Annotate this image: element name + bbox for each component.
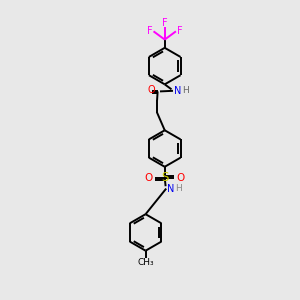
Text: F: F [177, 26, 183, 36]
Text: N: N [174, 86, 182, 96]
Text: F: F [147, 26, 152, 36]
Text: N: N [167, 184, 175, 194]
Text: H: H [175, 184, 182, 193]
Text: H: H [182, 86, 189, 95]
Text: O: O [144, 173, 153, 183]
Text: CH₃: CH₃ [137, 258, 154, 267]
Text: O: O [147, 85, 155, 95]
Text: O: O [177, 173, 185, 183]
Text: S: S [161, 172, 168, 184]
Text: F: F [162, 18, 167, 28]
